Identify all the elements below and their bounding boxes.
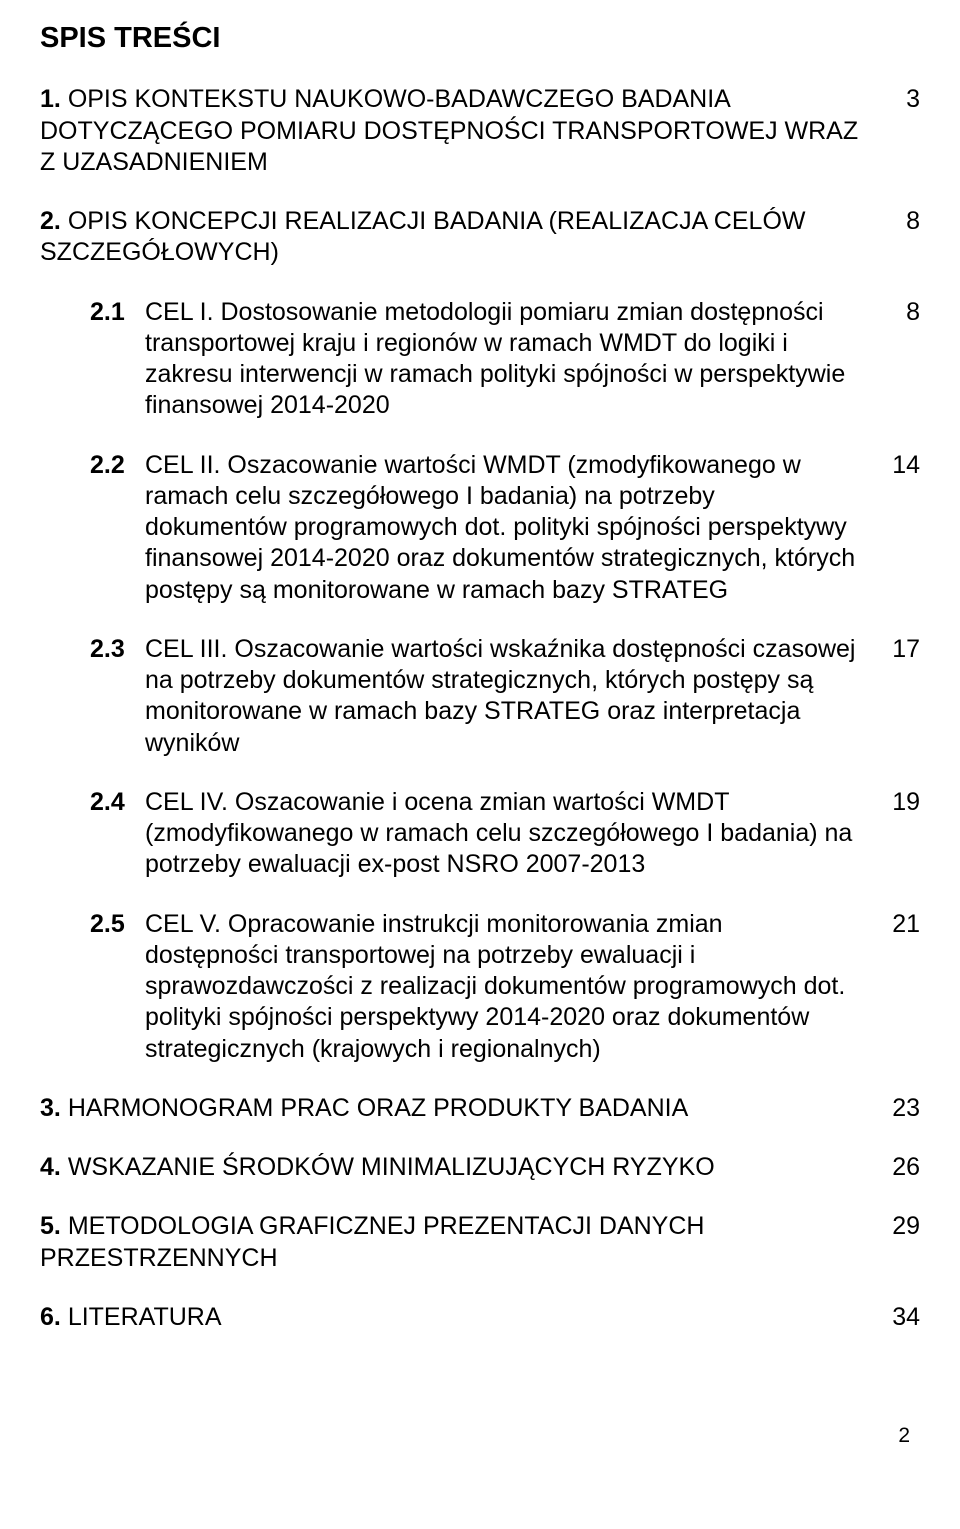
toc-item-text: HARMONOGRAM PRAC ORAZ PRODUKTY BADANIA xyxy=(68,1094,688,1122)
toc-subitem: 2.3 CEL III. Oszacowanie wartości wskaźn… xyxy=(40,634,920,759)
toc-subitem-num: 2.4 xyxy=(90,787,145,881)
toc-subitem-num: 2.1 xyxy=(90,297,145,422)
toc-item-text: METODOLOGIA GRAFICZNEJ PREZENTACJI DANYC… xyxy=(40,1212,704,1271)
toc-subitem: 2.1 CEL I. Dostosowanie metodologii pomi… xyxy=(40,297,920,422)
toc-subitem: 2.4 CEL IV. Oszacowanie i ocena zmian wa… xyxy=(40,787,920,881)
toc-item-num: 5. xyxy=(40,1212,61,1240)
toc-item-text: OPIS KONCEPCJI REALIZACJI BADANIA (REALI… xyxy=(40,207,805,266)
toc-item-num: 4. xyxy=(40,1153,61,1181)
toc-item-page: 23 xyxy=(880,1093,920,1124)
toc-subitem-num: 2.5 xyxy=(90,909,145,1065)
toc-item-page: 3 xyxy=(880,84,920,115)
toc-heading: SPIS TREŚCI xyxy=(40,20,920,56)
toc-item: 1. OPIS KONTEKSTU NAUKOWO-BADAWCZEGO BAD… xyxy=(40,84,920,178)
toc-subitem: 2.5 CEL V. Opracowanie instrukcji monito… xyxy=(40,909,920,1065)
toc-item: 4. WSKAZANIE ŚRODKÓW MINIMALIZUJĄCYCH RY… xyxy=(40,1152,920,1183)
toc-subitem-num: 2.2 xyxy=(90,450,145,606)
toc-subitem-page: 17 xyxy=(880,634,920,665)
toc-item-num: 1. xyxy=(40,85,61,113)
toc-subitem-text: CEL III. Oszacowanie wartości wskaźnika … xyxy=(145,634,860,759)
toc-subitem-num: 2.3 xyxy=(90,634,145,759)
toc-subitem-text: CEL II. Oszacowanie wartości WMDT (zmody… xyxy=(145,450,860,606)
toc-subitem-page: 21 xyxy=(880,909,920,940)
toc-subitem-text: CEL I. Dostosowanie metodologii pomiaru … xyxy=(145,297,860,422)
toc-subitem-text: CEL V. Opracowanie instrukcji monitorowa… xyxy=(145,909,860,1065)
toc-item-page: 8 xyxy=(880,206,920,237)
page-number: 2 xyxy=(40,1423,920,1449)
toc-item-num: 2. xyxy=(40,207,61,235)
toc-item-page: 29 xyxy=(880,1211,920,1242)
toc-item: 5. METODOLOGIA GRAFICZNEJ PREZENTACJI DA… xyxy=(40,1211,920,1274)
toc-subitem-text: CEL IV. Oszacowanie i ocena zmian wartoś… xyxy=(145,787,860,881)
toc-item: 2. OPIS KONCEPCJI REALIZACJI BADANIA (RE… xyxy=(40,206,920,269)
toc-item-page: 26 xyxy=(880,1152,920,1183)
toc-subitem-page: 8 xyxy=(880,297,920,328)
toc-item-num: 3. xyxy=(40,1094,61,1122)
toc-item: 6. LITERATURA 34 xyxy=(40,1302,920,1333)
toc-subitem-page: 14 xyxy=(880,450,920,481)
toc-item-page: 34 xyxy=(880,1302,920,1333)
toc-item-text: WSKAZANIE ŚRODKÓW MINIMALIZUJĄCYCH RYZYK… xyxy=(68,1153,715,1181)
toc-subitem: 2.2 CEL II. Oszacowanie wartości WMDT (z… xyxy=(40,450,920,606)
toc-item-text: OPIS KONTEKSTU NAUKOWO-BADAWCZEGO BADANI… xyxy=(40,85,858,176)
toc-item: 3. HARMONOGRAM PRAC ORAZ PRODUKTY BADANI… xyxy=(40,1093,920,1124)
toc-item-num: 6. xyxy=(40,1303,61,1331)
toc-subitem-page: 19 xyxy=(880,787,920,818)
toc-item-text: LITERATURA xyxy=(68,1303,222,1331)
